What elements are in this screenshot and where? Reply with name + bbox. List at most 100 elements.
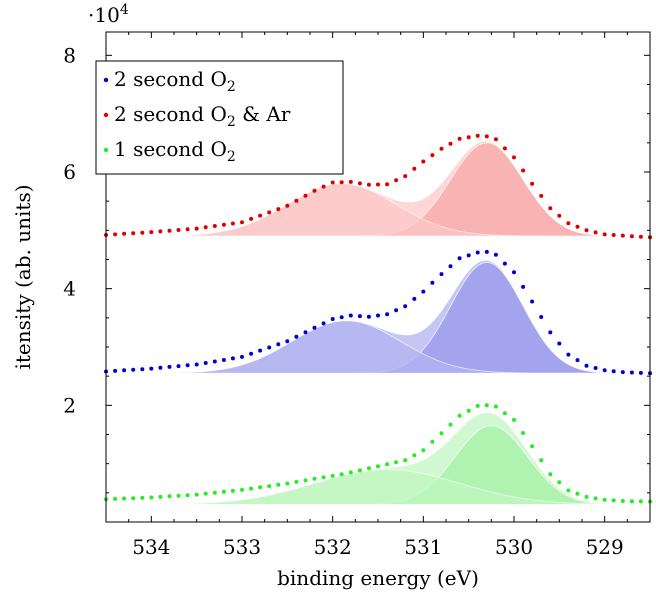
data-point-series-2 [466,135,471,140]
data-point-series-3 [638,499,643,504]
data-point-series-1 [149,366,154,371]
x-tick-label: 531 [404,535,442,559]
data-point-series-1 [493,252,498,257]
data-point-series-3 [575,491,580,496]
data-point-series-2 [249,216,254,221]
data-point-series-3 [357,468,362,473]
data-point-series-3 [258,485,263,490]
x-tick-label: 533 [223,535,261,559]
data-point-series-2 [530,181,535,186]
data-point-series-1 [466,253,471,258]
data-point-series-2 [267,210,272,215]
data-point-series-1 [330,317,335,321]
legend-box [95,60,344,175]
data-point-series-1 [285,339,290,344]
data-point-series-2 [122,231,127,236]
data-point-series-2 [276,207,281,212]
data-point-series-3 [294,479,299,484]
data-point-series-1 [394,308,399,313]
data-point-series-1 [357,314,362,319]
data-point-series-2 [221,222,226,227]
data-point-series-2 [194,226,199,231]
y-tick-label: 8 [63,43,76,67]
data-point-series-1 [131,367,136,372]
data-point-series-1 [521,284,526,289]
data-point-series-3 [539,458,544,463]
data-point-series-1 [167,364,172,369]
data-point-series-2 [303,193,308,198]
data-point-series-3 [557,480,562,485]
data-point-series-1 [629,370,634,375]
data-point-series-3 [475,403,480,408]
data-point-series-2 [421,159,426,164]
data-point-series-2 [593,230,598,235]
data-point-series-3 [312,476,317,481]
data-point-series-2 [620,233,625,238]
data-point-series-2 [539,193,544,198]
data-point-series-1 [457,256,462,261]
data-point-series-3 [140,495,145,500]
data-point-series-3 [448,422,453,427]
data-point-series-2 [149,230,154,235]
data-point-series-2 [158,229,163,234]
data-point-series-1 [258,348,263,353]
data-point-series-2 [294,198,299,203]
data-point-series-2 [131,231,136,236]
y-tick-label: 4 [63,277,76,301]
data-point-series-3 [330,473,335,478]
data-point-series-2 [330,180,335,185]
data-point-series-3 [502,411,507,416]
data-point-series-1 [221,358,226,362]
data-point-series-3 [385,462,390,467]
data-point-series-3 [457,413,462,418]
data-point-series-1 [403,304,408,309]
data-point-series-3 [430,439,435,444]
data-point-series-2 [113,232,118,237]
x-tick-label: 532 [314,535,352,559]
data-point-series-1 [194,362,199,367]
legend-label-series-2: 2 second O2 & Ar [114,102,291,130]
data-point-series-3 [113,496,118,501]
data-point-series-3 [276,482,281,487]
data-point-series-2 [521,168,526,173]
data-point-series-1 [584,363,589,368]
data-point-series-3 [249,486,254,491]
data-point-series-2 [140,230,145,235]
data-point-series-2 [176,228,181,232]
y-tick-label: 6 [63,160,76,184]
data-point-series-1 [276,342,281,347]
legend-marker-series-2 [103,112,109,118]
data-point-series-3 [403,458,408,463]
data-point-series-2 [629,234,634,239]
data-point-series-1 [366,314,371,319]
data-point-series-3 [421,448,426,453]
data-point-series-2 [376,182,380,187]
legend-marker-series-3 [103,147,109,153]
data-point-series-3 [212,490,217,495]
data-point-series-3 [394,460,399,465]
component-fills [105,141,651,505]
legend-label-series-3: 1 second O2 [114,137,236,165]
data-point-series-2 [502,146,507,151]
data-point-series-1 [312,325,317,330]
data-point-series-3 [484,403,489,408]
data-point-series-1 [566,352,571,357]
data-point-series-3 [185,493,190,498]
data-point-series-2 [167,228,172,233]
data-point-series-2 [638,234,643,239]
data-point-series-2 [385,182,390,187]
data-point-series-3 [584,494,589,499]
data-point-series-2 [212,224,217,228]
data-point-series-1 [620,370,625,375]
data-point-series-1 [548,330,553,335]
data-point-series-1 [593,366,598,370]
data-point-series-1 [303,330,308,335]
data-point-series-2 [575,224,580,229]
x-axis-label: binding energy (eV) [277,566,479,590]
data-point-series-2 [430,153,435,158]
data-point-series-3 [321,475,326,480]
legend-marker-series-1 [103,77,109,83]
data-point-series-1 [602,368,607,373]
data-point-series-2 [357,181,362,186]
data-point-series-3 [194,492,199,497]
